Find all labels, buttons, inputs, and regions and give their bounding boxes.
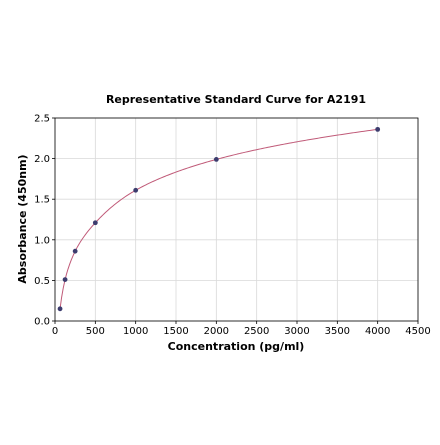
data-point <box>57 306 63 312</box>
data-points-layer <box>57 126 381 312</box>
data-point <box>72 248 78 254</box>
x-tick-label: 3500 <box>325 326 350 337</box>
y-tick-label: 0.5 <box>34 276 50 287</box>
fit-curve-layer <box>59 128 378 309</box>
data-point <box>92 220 98 226</box>
chart-title: Representative Standard Curve for A2191 <box>106 93 366 106</box>
y-tick-label: 0.0 <box>34 317 50 328</box>
fit-curve <box>59 128 378 309</box>
x-tick-label: 2000 <box>204 326 229 337</box>
y-tick-label: 2.5 <box>34 114 50 125</box>
x-tick-label: 2500 <box>244 326 269 337</box>
axis-ticks: 0 500 1000 1500 2000 2500 3000 3500 4000 4500 0.0 0… <box>34 114 431 338</box>
y-axis-label: Absorbance (450nm) <box>16 154 29 283</box>
data-point <box>213 157 219 162</box>
y-tick-label: 1.5 <box>34 195 50 206</box>
x-tick-label: 500 <box>86 326 105 337</box>
x-tick-label: 4500 <box>405 326 430 337</box>
x-tick-label: 1000 <box>123 326 148 337</box>
x-axis-label: Concentration (pg/ml) <box>168 340 305 353</box>
grid <box>54 117 419 322</box>
data-point <box>133 187 139 193</box>
x-tick-label: 0 <box>52 326 58 337</box>
x-tick-label: 1500 <box>163 326 188 337</box>
plot-frame <box>54 117 419 322</box>
x-tick-label: 3000 <box>284 326 309 337</box>
y-tick-label: 2.0 <box>34 154 50 165</box>
x-tick-label: 4000 <box>365 326 390 337</box>
y-tick-label: 1.0 <box>34 235 50 246</box>
data-point <box>62 277 68 282</box>
data-point <box>375 126 381 132</box>
